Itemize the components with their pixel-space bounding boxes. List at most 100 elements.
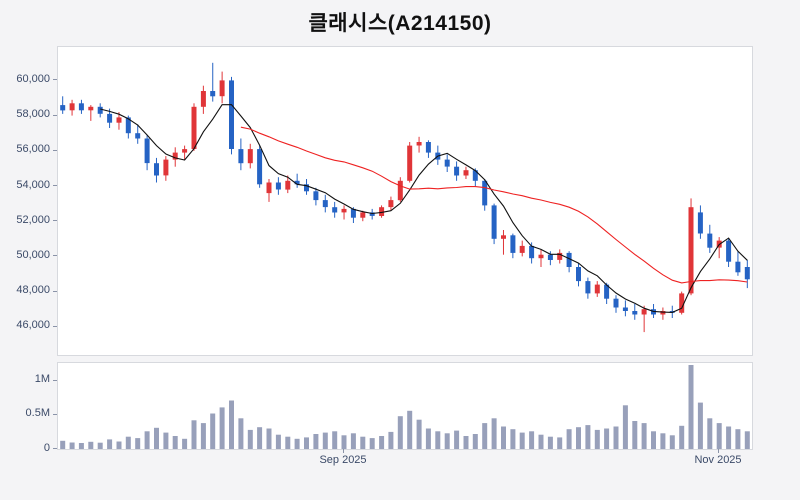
volume-bar (632, 421, 638, 449)
candle-down (744, 267, 750, 280)
volume-bar (566, 429, 572, 449)
candle-down (707, 233, 713, 248)
candle-down (529, 245, 535, 259)
candle-down (144, 138, 150, 164)
volume-bar (491, 418, 497, 449)
volume-bar (697, 402, 703, 449)
volume-bar (266, 428, 272, 449)
volume-bar (350, 433, 356, 449)
price-axis-label: 48,000 (16, 284, 50, 297)
volume-bar (294, 438, 300, 449)
candle-down (472, 170, 478, 181)
volume-bar (472, 434, 478, 449)
volume-bar (707, 418, 713, 449)
candle-up (501, 235, 506, 239)
volume-bar (641, 423, 647, 449)
candle-down (60, 105, 66, 111)
volume-bar (379, 436, 385, 449)
volume-bar (144, 431, 150, 449)
candle-down (613, 298, 619, 308)
candle-down (229, 80, 234, 149)
volume-bar (435, 431, 441, 449)
candle-down (632, 311, 638, 315)
volume-bar (60, 440, 66, 449)
volume-bar (529, 431, 535, 449)
candle-up (266, 182, 272, 194)
candle-down (566, 252, 572, 267)
candle-up (397, 180, 403, 201)
volume-bar (538, 434, 544, 449)
volume-bar (463, 436, 469, 449)
candle-down (275, 182, 281, 190)
candle-down (125, 117, 131, 134)
price-axis-label: 52,000 (16, 213, 50, 226)
candle-up (285, 180, 291, 190)
price-axis-label: 54,000 (16, 178, 50, 191)
price-axis-label: 60,000 (16, 72, 50, 85)
volume-panel (57, 362, 753, 450)
volume-bar (613, 426, 619, 449)
candle-down (294, 180, 300, 185)
candle-up (219, 80, 225, 97)
volume-bar (501, 426, 506, 449)
candle-down (444, 159, 450, 167)
volume-bar (97, 442, 103, 449)
volume-bar (557, 437, 563, 449)
price-chart (60, 62, 750, 333)
volume-bar (172, 436, 178, 449)
volume-bars-group (60, 365, 750, 449)
volume-bar (622, 405, 628, 449)
volume-bar (594, 429, 600, 449)
volume-bar (716, 423, 722, 449)
volume-bar (660, 433, 666, 449)
volume-bar (200, 423, 206, 449)
volume-bar (726, 426, 732, 449)
volume-bar (125, 436, 131, 449)
candle-up (360, 212, 366, 218)
volume-bar (454, 430, 460, 449)
volume-bar (247, 429, 253, 449)
volume-bar (210, 413, 216, 449)
candle-down (697, 212, 703, 234)
candle-down (622, 307, 628, 311)
candle-up (247, 149, 253, 164)
candle-down (369, 212, 375, 216)
candle-down (491, 205, 497, 239)
candle-up (182, 149, 188, 153)
volume-bar (604, 428, 610, 449)
candle-down (78, 103, 84, 111)
volume-bar (416, 419, 422, 449)
volume-bar (69, 442, 75, 449)
price-axis-label: 56,000 (16, 143, 50, 156)
price-axis-label: 46,000 (16, 319, 50, 332)
volume-bar (304, 437, 309, 449)
candle-up (519, 245, 525, 253)
candle-up (88, 106, 94, 111)
candle-down (210, 91, 216, 97)
chart-title: 클래시스(A214150) (308, 12, 492, 35)
volume-bar (275, 434, 281, 449)
volume-bar (510, 429, 516, 449)
candle-down (257, 149, 263, 185)
candle-up (416, 142, 422, 146)
volume-bar (238, 418, 244, 449)
volume-bar (735, 429, 741, 449)
candle-up (660, 311, 666, 315)
time-axis-label: Nov 2025 (694, 454, 742, 466)
volume-bar (679, 425, 685, 449)
volume-bar (219, 407, 225, 449)
candle-up (191, 106, 197, 149)
candle-up (407, 145, 413, 181)
volume-bar (576, 427, 581, 449)
candle-down (238, 149, 244, 164)
volume-bar (388, 431, 394, 449)
candle-down (313, 191, 319, 201)
candle-up (163, 159, 169, 176)
volume-bar (669, 435, 675, 449)
candle-down (604, 284, 610, 299)
volume-bar (285, 436, 291, 449)
candle-down (547, 254, 553, 260)
volume-bar (191, 420, 197, 449)
candle-up (388, 200, 394, 208)
candle-up (200, 91, 206, 107)
